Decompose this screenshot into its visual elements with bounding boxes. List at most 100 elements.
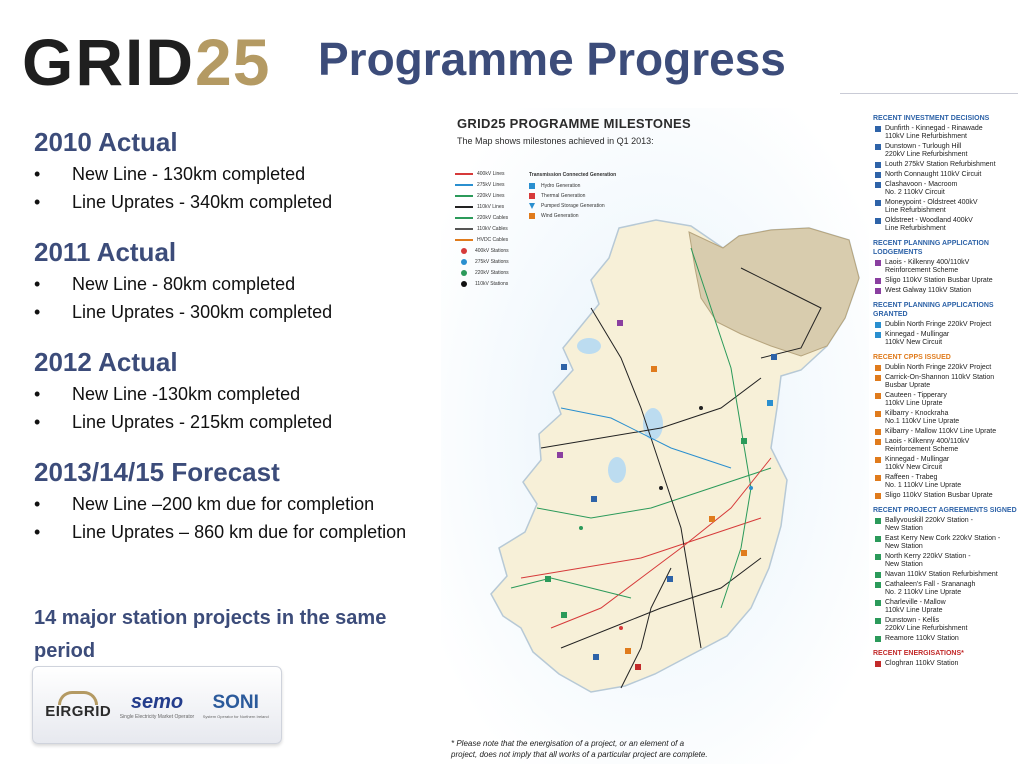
legend-line-item: 110kV Cables	[455, 223, 509, 234]
milestone-label: Carrick-On-Shannon 110kV Station Busbar …	[885, 374, 995, 389]
milestone-item: Dunfirth - Kinnegad - Rinawade 110kV Lin…	[873, 125, 1021, 141]
milestone-item: Navan 110kV Station Refurbishment	[873, 571, 1021, 579]
map-legend-generation: Transmission Connected Generation Hydro …	[529, 172, 616, 221]
milestone-item: Kinnegad - Mullingar 110kV New Circuit	[873, 331, 1021, 347]
milestone-label: Navan 110kV Station Refurbishment	[885, 571, 998, 578]
bullet-item: • New Line -130km completed	[34, 384, 301, 404]
section-2012: 2012 Actual • New Line -130km completed •…	[34, 344, 444, 436]
legend-gen-item: Hydro Generation	[529, 181, 616, 191]
page-title: Programme Progress	[318, 33, 786, 85]
legend-line-item: 220kV Lines	[455, 190, 509, 201]
bullet-item: • Line Uprates - 340km completed	[34, 192, 333, 212]
legend-gen-item: Thermal Generation	[529, 191, 616, 201]
map-subtitle: The Map shows milestones achieved in Q1 …	[457, 136, 654, 146]
milestone-item: Reamore 110kV Station	[873, 635, 1021, 643]
logo-grid-text: GRID	[22, 25, 195, 99]
legend-station-item: 275kV Stations	[455, 256, 509, 267]
milestone-marker-icon	[875, 518, 881, 524]
legend-line-item: 110kV Lines	[455, 201, 509, 212]
milestone-category: RECENT CPPS ISSUED	[873, 354, 951, 361]
map-legend-lines: 400kV Lines 275kV Lines 220kV Lines 110k…	[455, 168, 509, 289]
milestone-item: Charleville - Mallow 110kV Line Uprate	[873, 599, 1021, 615]
milestone-item: Oldstreet - Woodland 400kV Line Refurbis…	[873, 217, 1021, 233]
milestone-category: RECENT ENERGISATIONS*	[873, 650, 964, 657]
milestone-label: West Galway 110kV Station	[885, 287, 972, 294]
milestone-label: Dublin North Fringe 220kV Project	[885, 364, 992, 371]
milestone-item: Sligo 110kV Station Busbar Uprate	[873, 492, 1021, 500]
milestone-item: West Galway 110kV Station	[873, 287, 1021, 295]
legend-line-item: 220kV Cables	[455, 212, 509, 223]
semo-logo: semo Single Electricity Market Operator	[119, 690, 195, 720]
milestone-marker-icon	[875, 365, 881, 371]
milestones-list: RECENT INVESTMENT DECISIONS Dunfirth - Ki…	[873, 108, 1021, 670]
milestone-item: Kinnegad - Mullingar 110kV New Circuit	[873, 456, 1021, 472]
section-2011: 2011 Actual • New Line - 80km completed •…	[34, 234, 444, 326]
milestone-label: East Kerry New Cork 220kV Station - New …	[885, 535, 1001, 550]
section-heading: 2011 Actual	[34, 237, 177, 267]
milestone-item: Dublin North Fringe 220kV Project	[873, 321, 1021, 329]
station-markers	[545, 320, 777, 670]
milestone-label: Moneypoint - Oldstreet 400kV Line Refurb…	[885, 199, 978, 214]
milestone-item: Raffeen - Trabeg No. 1 110kV Line Uprate	[873, 474, 1021, 490]
milestone-item: Louth 275kV Station Refurbishment	[873, 161, 1021, 169]
milestone-label: North Connaught 110kV Circuit	[885, 171, 982, 178]
legend-line-item: 400kV Lines	[455, 168, 509, 179]
milestone-item: Carrick-On-Shannon 110kV Station Busbar …	[873, 374, 1021, 390]
milestone-marker-icon	[875, 572, 881, 578]
milestone-marker-icon	[875, 322, 881, 328]
milestone-label: Reamore 110kV Station	[885, 635, 959, 642]
milestone-marker-icon	[875, 536, 881, 542]
milestone-marker-icon	[875, 582, 881, 588]
milestone-marker-icon	[875, 162, 881, 168]
milestone-marker-icon	[875, 661, 881, 667]
legend-station-item: 110kV Stations	[455, 278, 509, 289]
partner-logos: EIRGRID semo Single Electricity Market O…	[32, 666, 282, 744]
northern-ireland-region	[688, 227, 860, 357]
bullet-item: • New Line –200 km due for completion	[34, 494, 375, 514]
milestone-label: Oldstreet - Woodland 400kV Line Refurbis…	[885, 217, 973, 232]
milestone-marker-icon	[875, 618, 881, 624]
milestone-marker-icon	[875, 493, 881, 499]
bullet-item: • Line Uprates - 300km completed	[34, 302, 333, 322]
milestone-item: Dunstown - Kellis 220kV Line Refurbishme…	[873, 617, 1021, 633]
bullet-item: • Line Uprates – 860 km due for completio…	[34, 522, 407, 542]
milestone-item: Cathaleen's Fall - Srananagh No. 2 110kV…	[873, 581, 1021, 597]
milestone-marker-icon	[875, 278, 881, 284]
milestone-item: East Kerry New Cork 220kV Station - New …	[873, 535, 1021, 551]
milestone-marker-icon	[875, 475, 881, 481]
milestone-item: North Kerry 220kV Station - New Station	[873, 553, 1021, 569]
bullet-item: • New Line - 80km completed	[34, 274, 296, 294]
milestone-marker-icon	[875, 554, 881, 560]
lake	[577, 338, 601, 354]
milestone-marker-icon	[875, 200, 881, 206]
milestone-label: Cathaleen's Fall - Srananagh No. 2 110kV…	[885, 581, 976, 596]
map-footnote: * Please note that the energisation of a…	[451, 739, 708, 759]
milestone-label: Kinnegad - Mullingar 110kV New Circuit	[885, 456, 950, 471]
bullet-item: • New Line - 130km completed	[34, 164, 306, 184]
milestone-label: North Kerry 220kV Station - New Station	[885, 553, 971, 568]
milestone-marker-icon	[875, 600, 881, 606]
milestone-item: North Connaught 110kV Circuit	[873, 171, 1021, 179]
milestone-marker-icon	[875, 288, 881, 294]
milestone-label: Ballyvouskill 220kV Station - New Statio…	[885, 517, 973, 532]
milestone-label: Sligo 110kV Station Busbar Uprate	[885, 492, 993, 499]
milestone-category: RECENT PROJECT AGREEMENTS SIGNED	[873, 507, 1017, 514]
milestone-marker-icon	[875, 411, 881, 417]
section-heading: 2012 Actual	[34, 347, 178, 377]
milestone-marker-icon	[875, 332, 881, 338]
milestone-label: Charleville - Mallow 110kV Line Uprate	[885, 599, 946, 614]
milestone-label: Sligo 110kV Station Busbar Uprate	[885, 277, 993, 284]
milestone-marker-icon	[875, 182, 881, 188]
milestone-label: Dunstown - Kellis 220kV Line Refurbishme…	[885, 617, 968, 632]
milestone-label: Kinnegad - Mullingar 110kV New Circuit	[885, 331, 950, 346]
station-projects-note: 14 major station projects in the same pe…	[34, 607, 387, 662]
milestone-marker-icon	[875, 260, 881, 266]
milestone-label: Louth 275kV Station Refurbishment	[885, 161, 996, 168]
section-heading: 2013/14/15 Forecast	[34, 457, 280, 487]
grid25-logo: GRID 25	[22, 26, 290, 98]
section-2010: 2010 Actual • New Line - 130km completed …	[34, 124, 444, 216]
bullet-item: • Line Uprates - 215km completed	[34, 412, 333, 432]
milestone-marker-icon	[875, 429, 881, 435]
milestones-map: GRID25 PROGRAMME MILESTONES The Map show…	[441, 108, 869, 764]
legend-line-item: 275kV Lines	[455, 179, 509, 190]
